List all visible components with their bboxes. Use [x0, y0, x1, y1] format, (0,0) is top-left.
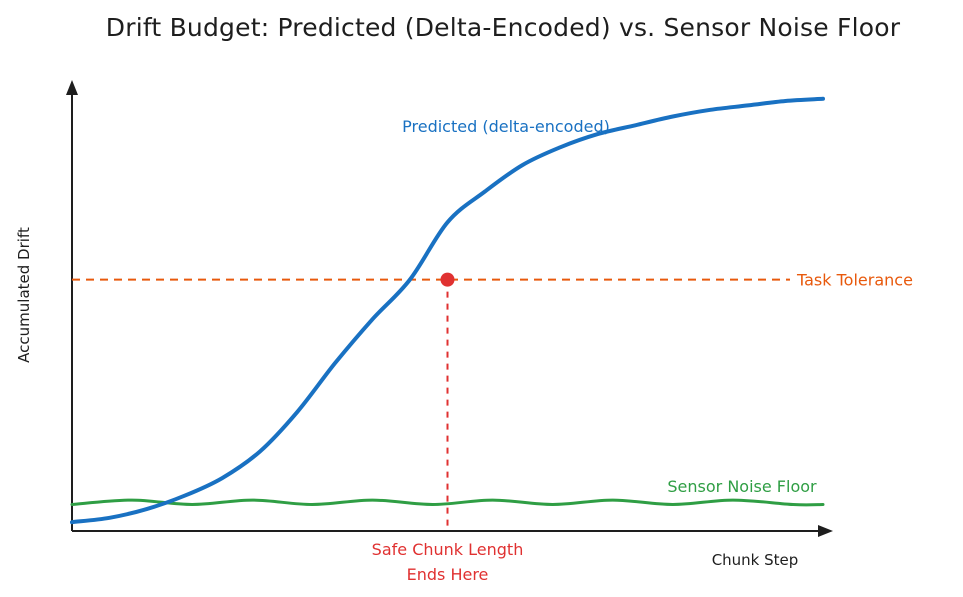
- y-axis-label: Accumulated Drift: [15, 227, 33, 363]
- intersection-point: [440, 272, 455, 287]
- sensor-noise-floor-line: [70, 498, 825, 507]
- task-tolerance-label: Task Tolerance: [796, 271, 913, 290]
- x-axis-arrow: [818, 525, 833, 537]
- predicted-series-label: Predicted (delta-encoded): [402, 117, 610, 136]
- safe-chunk-label-line1: Safe Chunk Length: [372, 540, 524, 559]
- chart-title: Drift Budget: Predicted (Delta-Encoded) …: [106, 13, 901, 42]
- x-axis-label: Chunk Step: [712, 551, 799, 569]
- safe-chunk-label-line2: Ends Here: [407, 565, 489, 584]
- y-axis-arrow: [66, 80, 78, 95]
- predicted-drift-line: [70, 96, 825, 525]
- noise-series-label: Sensor Noise Floor: [667, 477, 817, 496]
